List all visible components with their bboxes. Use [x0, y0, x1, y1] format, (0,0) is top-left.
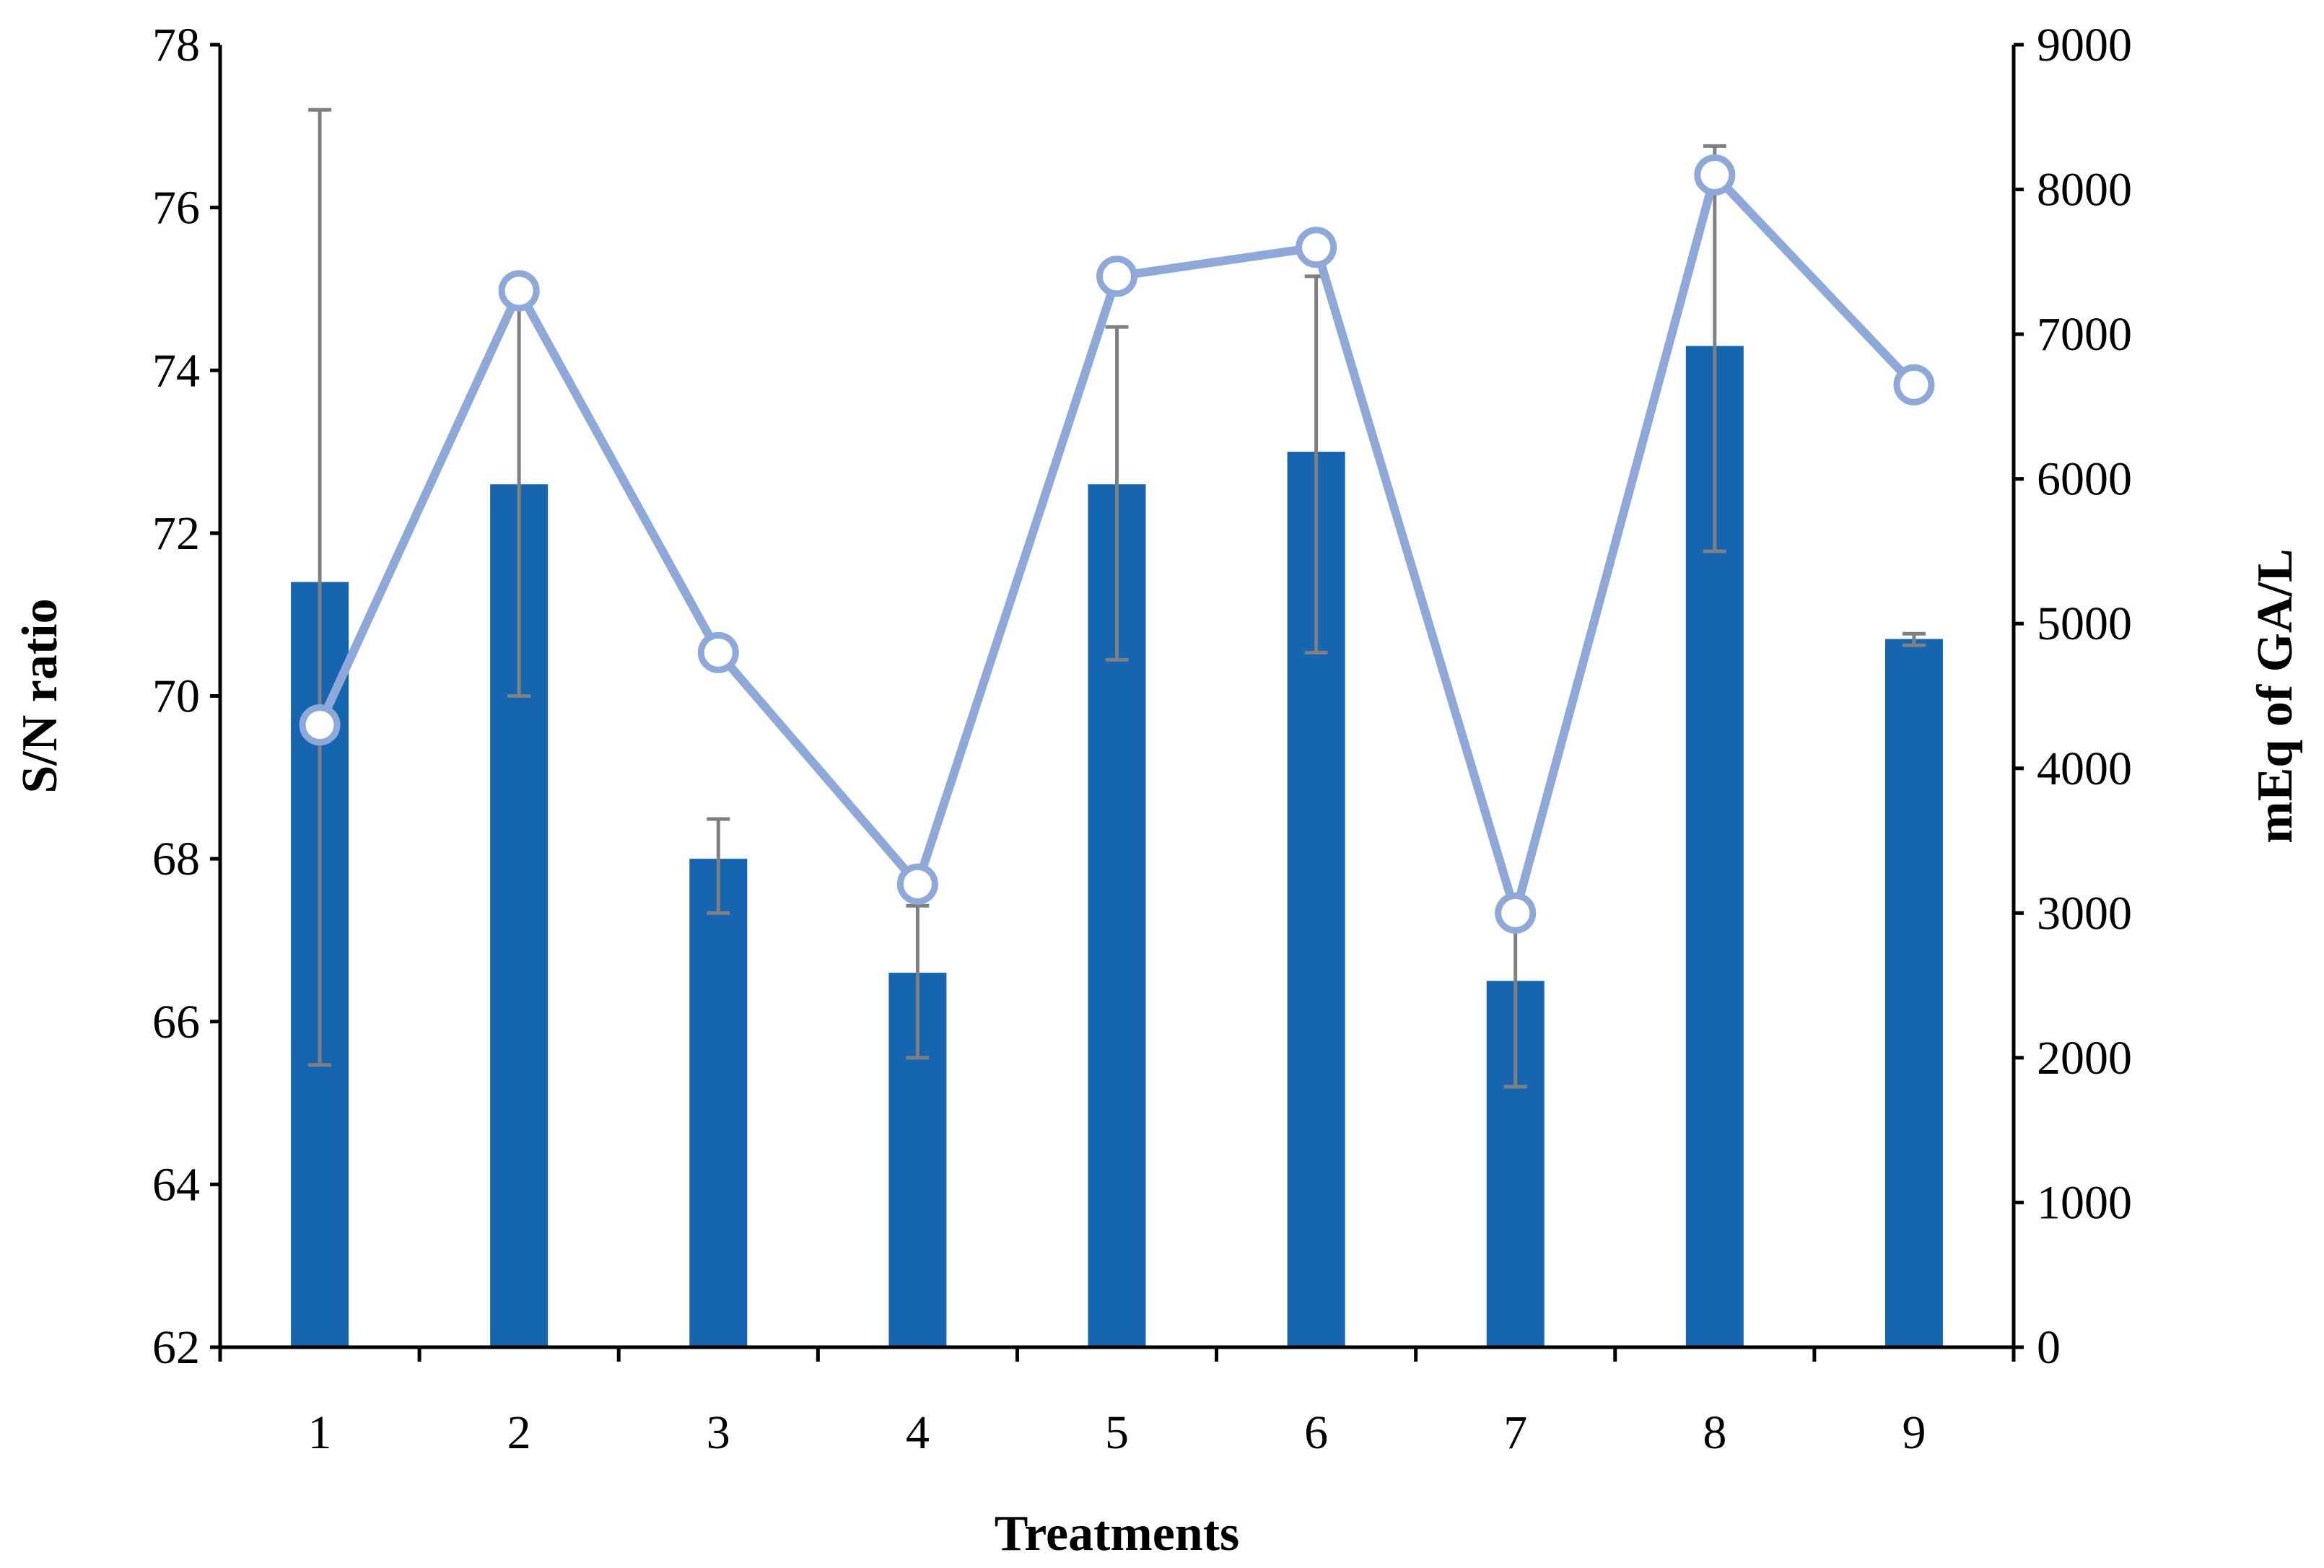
y2-tick-label: 2000: [2037, 1032, 2132, 1085]
y-tick-label: 78: [152, 19, 200, 71]
line-point: [1296, 227, 1337, 268]
y-tick-label: 66: [152, 996, 200, 1048]
left-axis-ticks: 62 64 66 68 70 72 74 76 78: [152, 19, 220, 1374]
y-tick-label: 64: [152, 1158, 200, 1211]
y2-tick-label: 9000: [2037, 19, 2132, 71]
y2-tick-label: 1000: [2037, 1176, 2132, 1229]
x-tick-label: 2: [507, 1406, 531, 1459]
line-series-group: [299, 154, 1935, 934]
line-point: [1694, 154, 1736, 196]
x-tick-label: 4: [906, 1406, 930, 1459]
y2-tick-label: 0: [2037, 1321, 2061, 1374]
y-tick-label: 74: [152, 344, 200, 397]
line-point: [1495, 892, 1537, 934]
line-point: [299, 704, 341, 746]
y-tick-label: 70: [152, 670, 200, 723]
line-point: [697, 631, 739, 673]
y-tick-label: 68: [152, 833, 200, 885]
x-tick-label: 5: [1105, 1406, 1129, 1459]
y2-tick-label: 8000: [2037, 164, 2132, 216]
line-point: [1893, 364, 1935, 406]
y2-tick-label: 4000: [2037, 743, 2132, 795]
y-tick-label: 76: [152, 182, 200, 235]
y-tick-label: 72: [152, 507, 200, 560]
x-tick-label: 8: [1703, 1406, 1726, 1459]
x-tick-label: 7: [1503, 1406, 1527, 1459]
y-axis-title: S/N ratio: [12, 598, 68, 793]
y2-axis-title: mEq of GA/L: [2247, 548, 2303, 843]
error-bars-group: [308, 108, 1926, 1089]
x-tick-label: 6: [1304, 1406, 1328, 1459]
bar: [1884, 639, 1943, 1347]
y-tick-label: 62: [152, 1321, 200, 1374]
x-tick-label: 9: [1902, 1406, 1926, 1459]
line-point: [498, 270, 540, 312]
x-axis-title: Treatments: [995, 1506, 1240, 1562]
bars-group: [291, 346, 1943, 1347]
right-axis-ticks: 0 1000 2000 3000 4000 5000 6000 7000 8000 9000: [2014, 19, 2132, 1374]
y2-tick-label: 6000: [2037, 453, 2132, 506]
line-point: [1096, 255, 1137, 297]
bar: [689, 859, 748, 1347]
line-point: [896, 863, 938, 905]
x-axis-ticks: 1 2 3 4 5 6 7 8 9: [218, 1347, 2016, 1459]
x-tick-label: 3: [707, 1406, 730, 1459]
x-tick-label: 1: [308, 1406, 332, 1459]
y2-tick-label: 5000: [2037, 597, 2132, 650]
y2-tick-label: 3000: [2037, 887, 2132, 940]
y2-tick-label: 7000: [2037, 308, 2132, 361]
